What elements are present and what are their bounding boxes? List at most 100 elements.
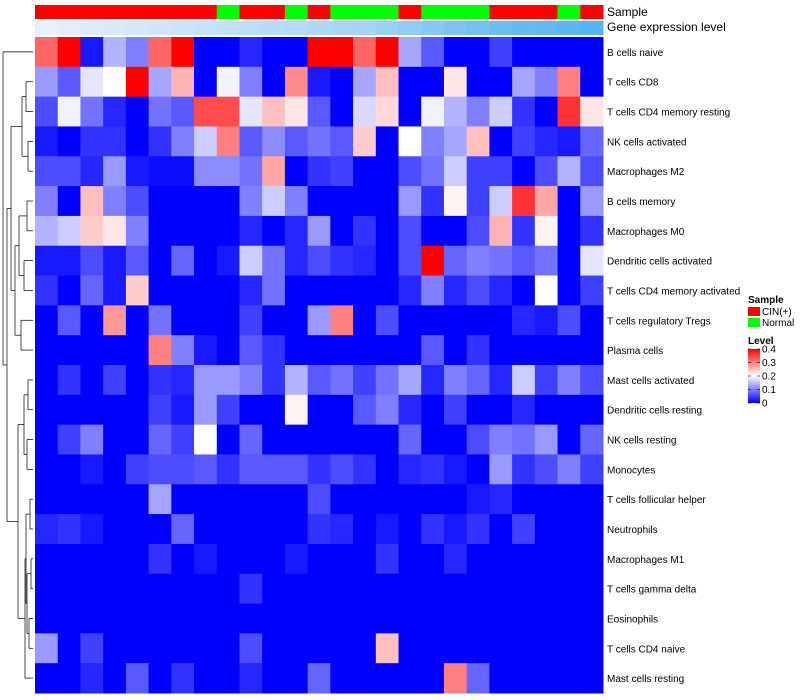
heatmap-cell: [580, 663, 604, 694]
heatmap-cell: [284, 603, 309, 634]
heatmap-cell: [171, 633, 195, 664]
heatmap-cell: [125, 275, 150, 306]
heatmap-cell: [239, 424, 263, 455]
heatmap-cell: [512, 365, 536, 396]
row-label: T cells regulatory Tregs: [607, 316, 711, 327]
annotation-gene-level-cell: [398, 21, 422, 35]
heatmap-cell: [307, 96, 331, 127]
annotation-sample-cell: [489, 5, 513, 19]
heatmap-cell: [443, 514, 468, 545]
heatmap-cell: [353, 514, 377, 545]
heatmap-cell: [353, 275, 377, 306]
heatmap-cell: [148, 156, 172, 187]
heatmap-cell: [307, 424, 331, 455]
heatmap-cell: [194, 454, 218, 485]
row-labels: B cells naive T cells CD8 T cells CD4 memo…: [607, 48, 740, 685]
heatmap-cell: [171, 37, 195, 68]
heatmap-cell: [216, 514, 240, 545]
heatmap-cell: [148, 186, 172, 217]
heatmap-cell: [580, 215, 604, 247]
heatmap-cell: [353, 215, 377, 247]
annotation-label-sample: Sample: [607, 5, 648, 19]
heatmap-cell: [443, 96, 468, 127]
heatmap-cell: [557, 424, 581, 455]
heatmap-cell: [125, 245, 150, 277]
heatmap-cell: [307, 514, 331, 545]
heatmap-cell: [57, 215, 81, 247]
annotation-sample-cell: [443, 5, 468, 19]
annotation-sample-cell: [580, 5, 604, 19]
heatmap-cell: [398, 484, 422, 515]
heatmap-cell: [103, 335, 127, 366]
heatmap-cell: [57, 424, 81, 455]
heatmap-cell: [512, 394, 536, 426]
heatmap-cell: [216, 335, 240, 366]
heatmap-cell: [489, 215, 513, 247]
heatmap-cell: [534, 365, 559, 396]
heatmap-cell: [103, 186, 127, 217]
heatmap-cell: [35, 215, 59, 247]
heatmap-cell: [103, 633, 127, 664]
heatmap-cell: [284, 186, 309, 217]
heatmap-cell: [512, 543, 536, 575]
heatmap-cell: [80, 633, 104, 664]
heatmap-cell: [148, 514, 172, 545]
heatmap-cell: [262, 126, 286, 157]
heatmap-cell: [489, 96, 513, 127]
heatmap-cell: [194, 186, 218, 217]
row-label: T cells gamma delta: [607, 585, 697, 596]
heatmap-cell: [171, 454, 195, 485]
heatmap-cell: [216, 365, 240, 396]
heatmap-cell: [239, 454, 263, 485]
heatmap-cell: [512, 454, 536, 485]
heatmap-cell: [534, 215, 559, 247]
heatmap-cell: [489, 365, 513, 396]
heatmap-cell: [284, 365, 309, 396]
heatmap-cell: [580, 245, 604, 277]
heatmap-cell: [125, 394, 150, 426]
heatmap-cell: [443, 275, 468, 306]
heatmap-cell: [239, 573, 263, 605]
heatmap-cell: [171, 186, 195, 217]
heatmap-cell: [148, 245, 172, 277]
heatmap-cell: [148, 215, 172, 247]
heatmap-cell: [239, 335, 263, 366]
heatmap-cell: [512, 186, 536, 217]
heatmap-cell: [194, 305, 218, 336]
heatmap-cell: [421, 543, 445, 575]
heatmap-cell: [80, 66, 104, 98]
heatmap-cell: [307, 66, 331, 98]
heatmap-cell: [534, 543, 559, 575]
heatmap-cell: [443, 66, 468, 98]
row-label: Macrophages M2: [607, 167, 685, 178]
heatmap-cell: [148, 484, 172, 515]
annotation-sample-cell: [148, 5, 172, 19]
heatmap-cell: [557, 603, 581, 634]
annotation-gene-level-cell: [171, 21, 195, 35]
heatmap-cell: [239, 365, 263, 396]
heatmap-cell: [194, 484, 218, 515]
heatmap-cell: [443, 305, 468, 336]
heatmap-cell: [580, 573, 604, 605]
heatmap-cell: [443, 37, 468, 68]
row-label: Plasma cells: [607, 346, 663, 357]
heatmap-cell: [216, 305, 240, 336]
heatmap-cell: [534, 633, 559, 664]
heatmap-cell: [489, 543, 513, 575]
heatmap-cell: [125, 96, 150, 127]
heatmap-cell: [35, 96, 59, 127]
heatmap-cell: [580, 365, 604, 396]
heatmap-cell: [534, 96, 559, 127]
heatmap-cell: [80, 335, 104, 366]
heatmap-cell: [398, 454, 422, 485]
heatmap-cell: [489, 454, 513, 485]
heatmap-cell: [103, 394, 127, 426]
heatmap-cell: [466, 37, 490, 68]
heatmap-cell: [103, 245, 127, 277]
heatmap-cell: [148, 454, 172, 485]
row-label: T cells follicular helper: [607, 495, 706, 506]
heatmap-cell: [171, 245, 195, 277]
heatmap-cell: [57, 126, 81, 157]
heatmap-cell: [375, 305, 400, 336]
heatmap-cell: [489, 37, 513, 68]
